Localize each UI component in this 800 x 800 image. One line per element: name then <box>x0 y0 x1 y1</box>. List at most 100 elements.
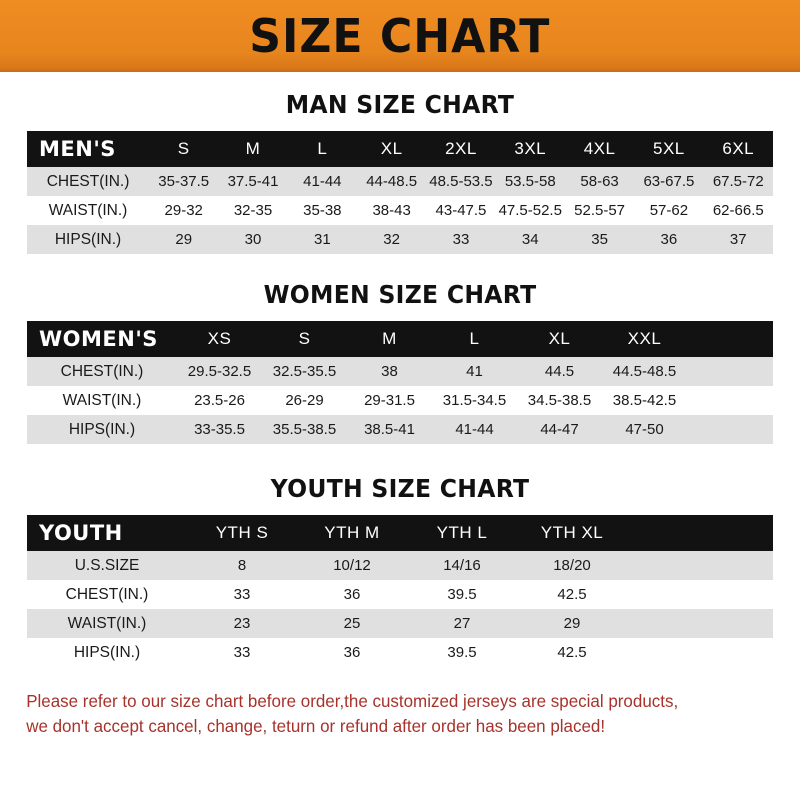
men-waist-8: 62-66.5 <box>712 202 764 219</box>
men-col-header-0: S <box>177 139 190 158</box>
youth-row-label-hips: HIPS(IN.) <box>73 643 141 661</box>
youth-header-filler <box>627 515 773 551</box>
youth-ussize-3: 18/20 <box>553 557 591 574</box>
women-waist-5: 38.5-42.5 <box>612 392 677 409</box>
disclaimer-line-2: we don't accept cancel, change, teturn o… <box>26 715 606 736</box>
men-size-table: MEN'S S M L XL 2XL 3XL 4XL 5XL 6XL CHEST… <box>27 131 773 254</box>
youth-col-header-3: YTH XL <box>540 523 604 542</box>
men-col-header-7: 5XL <box>653 139 685 158</box>
men-hips-3: 32 <box>383 231 400 248</box>
women-hips-2: 38.5-41 <box>364 421 415 438</box>
youth-row-label-waist: WAIST(IN.) <box>67 614 147 632</box>
men-row-label-header: MEN'S <box>39 137 116 161</box>
disclaimer-line-1: Please refer to our size chart before or… <box>26 691 679 711</box>
men-hips-7: 36 <box>660 231 678 248</box>
women-waist-4: 34.5-38.5 <box>527 392 592 409</box>
youth-ussize-0: 8 <box>237 557 247 574</box>
table-row: HIPS(IN.) 33-35.5 35.5-38.5 38.5-41 41-4… <box>27 415 773 444</box>
youth-ussize-2: 14/16 <box>443 557 481 574</box>
men-col-header-2: L <box>317 139 328 158</box>
youth-size-chart-block: YOUTH YTH S YTH M YTH L YTH XL U.S.SIZE … <box>0 515 800 667</box>
women-col-header-4: XL <box>548 329 571 348</box>
men-chest-7: 63-67.5 <box>643 173 695 190</box>
women-section-title: WOMEN SIZE CHART <box>263 280 537 309</box>
men-waist-3: 38-43 <box>372 202 411 219</box>
women-col-header-0: XS <box>207 329 232 348</box>
youth-hips-filler <box>627 638 773 667</box>
youth-chest-3: 42.5 <box>557 586 587 603</box>
men-chest-6: 58-63 <box>580 173 619 190</box>
youth-hips-0: 33 <box>233 644 251 661</box>
women-col-header-5: XXL <box>627 329 662 348</box>
men-row-label-waist: WAIST(IN.) <box>48 201 128 219</box>
men-col-header-1: M <box>245 139 261 158</box>
men-hips-6: 35 <box>591 231 608 248</box>
table-row: U.S.SIZE 8 10/12 14/16 18/20 <box>27 551 773 580</box>
women-row-label-chest: CHEST(IN.) <box>60 362 144 380</box>
men-chest-1: 37.5-41 <box>227 173 279 190</box>
youth-chest-2: 39.5 <box>447 586 477 603</box>
women-hips-1: 35.5-38.5 <box>272 421 337 438</box>
women-waist-filler <box>687 386 773 415</box>
women-row-label-header: WOMEN'S <box>39 327 158 351</box>
men-chest-4: 48.5-53.5 <box>429 173 493 190</box>
men-col-header-3: XL <box>380 139 403 158</box>
men-waist-6: 52.5-57 <box>574 202 626 219</box>
youth-chest-0: 33 <box>233 586 251 603</box>
table-row: HIPS(IN.) 29 30 31 32 33 34 35 36 37 <box>27 225 773 254</box>
youth-waist-filler <box>627 609 773 638</box>
table-row: CHEST(IN.) 33 36 39.5 42.5 <box>27 580 773 609</box>
men-hips-8: 37 <box>729 231 747 248</box>
table-row: HIPS(IN.) 33 36 39.5 42.5 <box>27 638 773 667</box>
women-chest-5: 44.5-48.5 <box>612 363 677 380</box>
table-row: WAIST(IN.) 29-32 32-35 35-38 38-43 43-47… <box>27 196 773 225</box>
women-hips-0: 33-35.5 <box>194 421 245 438</box>
men-row-label-chest: CHEST(IN.) <box>46 172 130 190</box>
men-waist-0: 29-32 <box>164 202 203 219</box>
youth-hips-2: 39.5 <box>447 644 477 661</box>
men-section-title: MAN SIZE CHART <box>285 90 515 119</box>
order-policy-disclaimer: Please refer to our size chart before or… <box>0 689 776 739</box>
page-title: SIZE CHART <box>249 9 551 63</box>
women-chest-filler <box>687 357 773 386</box>
men-col-header-6: 4XL <box>583 139 616 158</box>
women-hips-3: 41-44 <box>455 421 494 438</box>
men-header-row: MEN'S S M L XL 2XL 3XL 4XL 5XL 6XL <box>27 131 773 167</box>
men-col-header-4: 2XL <box>445 139 477 158</box>
youth-size-table: YOUTH YTH S YTH M YTH L YTH XL U.S.SIZE … <box>27 515 773 667</box>
youth-row-label-us-size: U.S.SIZE <box>74 556 140 574</box>
women-chest-0: 29.5-32.5 <box>187 363 252 380</box>
women-chest-3: 41 <box>466 363 483 380</box>
table-row: WAIST(IN.) 23.5-26 26-29 29-31.5 31.5-34… <box>27 386 773 415</box>
youth-waist-3: 29 <box>563 615 581 632</box>
women-waist-0: 23.5-26 <box>194 392 245 409</box>
men-row-label-hips: HIPS(IN.) <box>54 230 122 248</box>
men-chest-2: 41-44 <box>303 173 342 190</box>
men-waist-7: 57-62 <box>649 202 689 219</box>
youth-col-header-0: YTH S <box>215 523 269 542</box>
men-chest-3: 44-48.5 <box>366 173 418 190</box>
men-hips-4: 33 <box>452 231 470 248</box>
youth-header-row: YOUTH YTH S YTH M YTH L YTH XL <box>27 515 773 551</box>
men-col-header-5: 3XL <box>514 139 547 158</box>
women-col-header-2: M <box>382 329 397 348</box>
youth-waist-0: 23 <box>233 615 251 632</box>
youth-hips-3: 42.5 <box>557 644 587 661</box>
women-waist-2: 29-31.5 <box>364 392 415 409</box>
youth-chest-filler <box>627 580 773 609</box>
women-hips-4: 44-47 <box>540 421 579 438</box>
men-chest-5: 53.5-58 <box>504 173 556 190</box>
women-size-chart-block: WOMEN'S XS S M L XL XXL CHEST(IN.) 29.5-… <box>0 321 800 444</box>
women-size-table: WOMEN'S XS S M L XL XXL CHEST(IN.) 29.5-… <box>27 321 773 444</box>
men-chest-0: 35-37.5 <box>158 173 210 190</box>
men-waist-2: 35-38 <box>303 202 342 219</box>
youth-ussize-filler <box>627 551 773 580</box>
women-row-label-hips: HIPS(IN.) <box>68 420 136 438</box>
women-col-header-1: S <box>298 329 311 348</box>
youth-col-header-2: YTH L <box>436 523 488 542</box>
youth-hips-1: 36 <box>343 644 361 661</box>
women-header-filler <box>687 321 773 357</box>
men-hips-5: 34 <box>521 231 539 248</box>
women-chest-2: 38 <box>381 363 398 380</box>
youth-waist-2: 27 <box>453 615 471 632</box>
